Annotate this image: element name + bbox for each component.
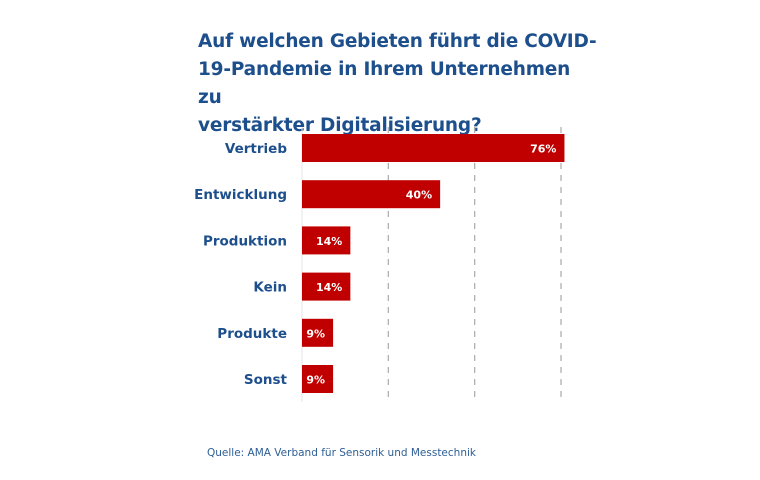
chart-title-line: verstärkter Digitalisierung? <box>198 115 482 136</box>
bar <box>302 226 351 255</box>
data-label: 14% <box>316 235 342 248</box>
data-label: 14% <box>316 281 342 294</box>
bar <box>302 318 334 347</box>
chart-title-line: 19-Pandemie in Ihrem Unternehmen zu <box>198 59 571 108</box>
bar <box>302 272 351 301</box>
category-label: Entwicklung <box>194 187 287 203</box>
category-label: Produktion <box>203 233 287 249</box>
bar <box>302 180 441 209</box>
category-label: Kein <box>253 280 287 296</box>
bar <box>302 134 565 162</box>
data-label: 40% <box>406 189 432 202</box>
chart-title: Auf welchen Gebieten führt die COVID- 19… <box>198 28 598 140</box>
data-label: 76% <box>530 143 556 156</box>
category-label: Produkte <box>217 326 287 342</box>
source-note: Quelle: AMA Verband für Sensorik und Mes… <box>207 447 476 459</box>
data-label: 9% <box>306 374 325 387</box>
category-label: Sonst <box>244 372 288 388</box>
chart-title-line: Auf welchen Gebieten führt die COVID- <box>198 31 597 52</box>
category-label: Vertrieb <box>225 141 287 157</box>
bar <box>302 365 334 393</box>
data-label: 9% <box>306 327 325 340</box>
